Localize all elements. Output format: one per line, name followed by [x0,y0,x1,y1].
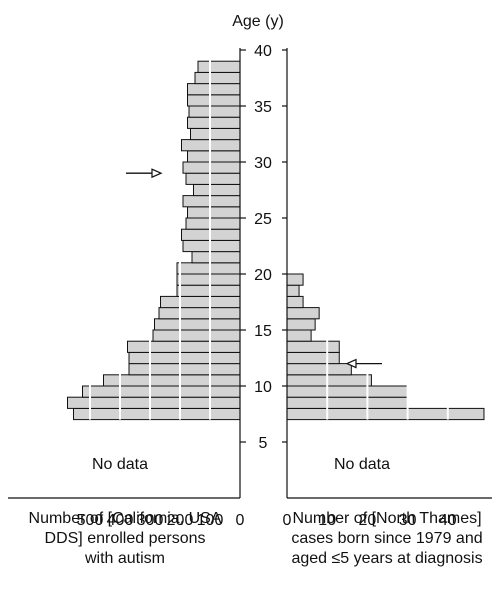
age-tick-label-10: 10 [254,379,272,396]
right-annotation-arrow-head [345,358,357,369]
right-bar-age-8 [286,396,409,409]
left-caption-line-2: DDS] enrolled persons [44,530,206,547]
left-bar-age-16 [158,307,241,320]
left-bar-age-15 [154,318,241,331]
right-bar-age-14 [286,329,312,342]
age-tick-label-40: 40 [254,43,272,60]
left-bar-age-38 [197,60,241,73]
left-bar-age-36 [187,83,241,96]
left-bar-age-28 [185,172,241,185]
right-no-data-label: No data [334,456,390,473]
left-x-tick-label-500: 500 [77,512,104,529]
left-no-data-label: No data [92,456,148,473]
left-bar-age-14 [152,329,241,342]
left-bars-group [67,50,241,421]
left-bar-age-29 [182,161,241,174]
axes-group: 5 10 15 20 25 30 35 40 500 400 300 200 100 0 0 10 20 30 40 [8,43,492,529]
right-bars-group [286,273,485,421]
age-axis-label: Age (y) [232,13,284,30]
left-annotation-arrow-head [151,168,163,179]
left-bar-age-20 [176,262,241,275]
right-bar-age-12 [286,351,340,365]
left-bar-age-26 [182,195,241,208]
left-bar-age-12 [128,351,241,365]
left-bar-age-37 [194,71,241,85]
right-x-tick-label-0: 0 [283,512,292,529]
right-bar-age-11 [286,363,352,376]
left-bar-age-27 [193,183,241,197]
age-tick-label-30: 30 [254,155,272,172]
left-bar-age-21 [191,251,241,264]
left-caption-line-1: Number of [California, USA [28,510,222,527]
right-bar-age-17 [286,295,304,309]
right-caption-line-1: Number of [North Thames] [292,510,482,527]
right-x-tick-label-20: 20 [359,512,377,529]
age-tick-label-20: 20 [254,267,272,284]
age-tick-label-15: 15 [254,323,272,340]
left-bar-age-32 [190,127,241,141]
left-x-tick-label-400: 400 [107,512,134,529]
left-bar-age-22 [182,239,241,253]
left-x-tick-label-100: 100 [197,512,224,529]
left-caption-line-3: with autism [84,550,166,567]
right-bar-age-16 [286,307,320,320]
left-axis-caption: Number of [California, USA DDS] enrolled… [0,509,250,569]
right-x-tick-label-40: 40 [439,512,457,529]
left-bar-age-8 [67,396,241,409]
left-bar-age-10 [103,374,241,387]
left-bar-age-25 [187,206,241,219]
left-bar-age-17 [160,295,241,309]
left-bar-age-35 [187,94,241,107]
left-x-tick-label-300: 300 [137,512,164,529]
left-bar-age-9 [82,385,241,398]
right-caption-line-3: aged ≤5 years at diagnosis [291,550,483,567]
left-x-tick-label-200: 200 [167,512,194,529]
age-tick-label-35: 35 [254,99,272,116]
right-bar-age-10 [286,374,372,387]
right-bar-age-19 [286,273,304,286]
right-caption-line-2: cases born since 1979 and [291,530,483,547]
right-bar-age-15 [286,318,316,331]
right-bar-age-9 [286,385,409,398]
left-bar-age-7 [73,407,241,421]
left-bar-age-34 [188,105,241,118]
left-x-tick-label-0: 0 [236,512,245,529]
left-bar-age-33 [187,116,241,129]
age-tick-label-5: 5 [259,435,268,452]
right-bar-age-18 [286,284,300,297]
left-bar-age-30 [187,150,241,163]
left-bar-age-11 [128,363,241,376]
left-bar-age-18 [176,284,241,297]
right-x-tick-label-30: 30 [399,512,417,529]
left-bar-age-19 [176,273,241,286]
right-bar-age-7 [286,407,485,421]
right-x-tick-label-10: 10 [318,512,336,529]
right-axis-caption: Number of [North Thames] cases born sinc… [272,509,502,569]
left-bar-age-13 [127,340,241,353]
age-tick-label-25: 25 [254,211,272,228]
left-bar-age-24 [185,217,241,230]
right-bar-age-13 [286,340,340,353]
